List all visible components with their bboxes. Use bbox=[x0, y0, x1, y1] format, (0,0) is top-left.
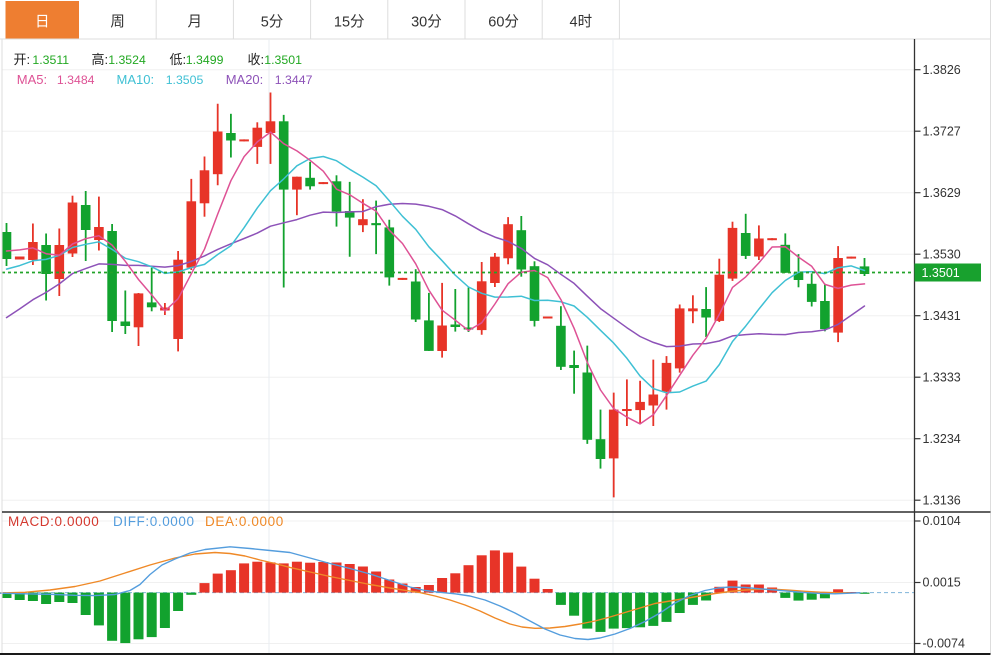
svg-text:周: 周 bbox=[110, 15, 125, 31]
svg-text:日: 日 bbox=[35, 15, 50, 31]
svg-text:30分: 30分 bbox=[411, 14, 442, 31]
svg-text:4时: 4时 bbox=[570, 14, 593, 31]
svg-text:月: 月 bbox=[188, 15, 203, 31]
svg-text:1.3234: 1.3234 bbox=[923, 432, 961, 446]
svg-text:MA10:: MA10: bbox=[117, 72, 155, 87]
svg-text:高:: 高: bbox=[92, 52, 109, 67]
svg-text:60分: 60分 bbox=[488, 14, 519, 31]
svg-text:1.3447: 1.3447 bbox=[275, 73, 313, 87]
svg-text:1.3511: 1.3511 bbox=[32, 53, 69, 67]
svg-text:1.3727: 1.3727 bbox=[923, 124, 961, 138]
svg-text:0.0015: 0.0015 bbox=[923, 576, 961, 590]
svg-text:低:: 低: bbox=[170, 52, 187, 67]
svg-text:MA5:: MA5: bbox=[17, 72, 47, 87]
svg-text:5分: 5分 bbox=[261, 14, 284, 31]
svg-text:1.3501: 1.3501 bbox=[264, 53, 302, 67]
svg-text:DIFF:0.0000: DIFF:0.0000 bbox=[113, 514, 195, 529]
svg-text:-0.0074: -0.0074 bbox=[923, 637, 965, 651]
svg-text:15分: 15分 bbox=[334, 14, 365, 31]
svg-text:开:: 开: bbox=[14, 52, 31, 67]
svg-text:1.3431: 1.3431 bbox=[923, 309, 961, 323]
svg-text:1.3499: 1.3499 bbox=[186, 53, 224, 67]
svg-text:MACD:0.0000: MACD:0.0000 bbox=[8, 514, 99, 529]
svg-text:1.3333: 1.3333 bbox=[923, 370, 961, 384]
svg-text:1.3826: 1.3826 bbox=[923, 63, 961, 77]
svg-text:1.3505: 1.3505 bbox=[166, 73, 204, 87]
svg-text:MA20:: MA20: bbox=[226, 72, 264, 87]
svg-text:0.0104: 0.0104 bbox=[923, 514, 961, 528]
svg-text:1.3524: 1.3524 bbox=[108, 53, 146, 67]
svg-text:1.3530: 1.3530 bbox=[923, 247, 961, 261]
svg-text:1.3136: 1.3136 bbox=[923, 493, 961, 507]
svg-text:1.3501: 1.3501 bbox=[922, 266, 960, 280]
svg-text:1.3484: 1.3484 bbox=[57, 73, 95, 87]
svg-text:DEA:0.0000: DEA:0.0000 bbox=[205, 514, 284, 529]
svg-text:1.3629: 1.3629 bbox=[923, 186, 961, 200]
svg-text:收:: 收: bbox=[248, 52, 265, 67]
